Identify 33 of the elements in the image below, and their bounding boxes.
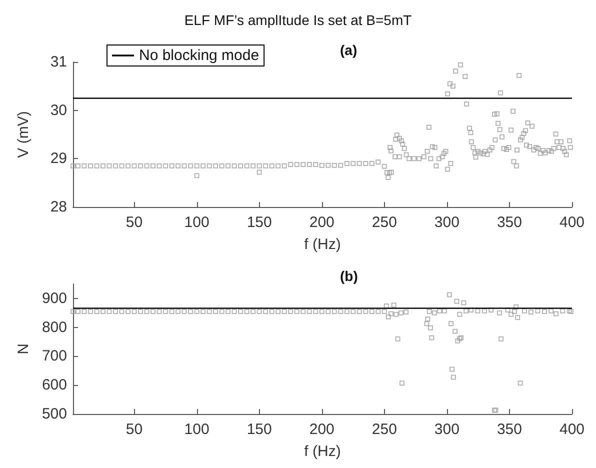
y-tick-label: 30 <box>50 102 67 119</box>
x-tick-label: 350 <box>496 214 522 231</box>
y-axis-title: N <box>15 344 32 354</box>
chart-title: (b) <box>340 268 358 284</box>
y-tick-label: 31 <box>50 54 67 70</box>
x-tick-label: 50 <box>126 421 143 438</box>
y-tick-label: 900 <box>42 290 67 307</box>
y-tick-label: 800 <box>42 318 67 336</box>
x-tick-label: 150 <box>246 421 272 438</box>
y-tick-label: 500 <box>42 406 67 422</box>
x-tick-label: 200 <box>309 214 334 231</box>
legend-label: No blocking mode <box>139 47 260 64</box>
x-tick-label: 400 <box>559 421 585 438</box>
x-axis-title: f (Hz) <box>304 236 341 253</box>
y-tick-label: 700 <box>42 348 67 365</box>
x-tick-label: 300 <box>434 214 460 231</box>
x-tick-label: 250 <box>372 214 397 231</box>
x-tick-label: 400 <box>559 214 585 231</box>
x-tick-label: 100 <box>184 421 210 438</box>
chart-subtitle: (a) <box>340 42 358 58</box>
x-tick-label: 350 <box>496 421 522 438</box>
x-tick-label: 250 <box>372 421 397 438</box>
x-axis-title: f (Hz) <box>304 443 341 460</box>
y-tick-label: 29 <box>50 150 67 168</box>
chart-title: ELF MF’s amplItude Is set at B=5mT <box>184 12 412 28</box>
x-tick-label: 50 <box>126 214 143 231</box>
x-tick-label: 150 <box>246 214 272 231</box>
y-axis-title: V (mV) <box>15 111 32 158</box>
x-tick-label: 100 <box>184 214 210 231</box>
x-tick-label: 200 <box>309 421 334 438</box>
x-tick-label: 300 <box>434 421 460 438</box>
y-tick-label: 600 <box>42 376 67 394</box>
y-tick-label: 28 <box>50 198 67 216</box>
